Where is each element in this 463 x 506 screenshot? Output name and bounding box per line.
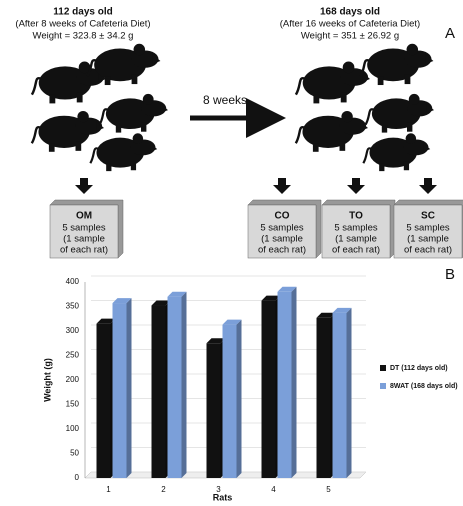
legend-label: 8WAT (168 days old) xyxy=(390,383,458,390)
box-line: of each rat) xyxy=(60,245,108,256)
arrow-down xyxy=(75,178,93,194)
x-tick-label: 3 xyxy=(216,485,221,494)
box-line: (1 sample xyxy=(261,234,303,245)
bar-side xyxy=(127,298,132,478)
box-line: of each rat) xyxy=(332,245,380,256)
arrow-down xyxy=(419,178,437,194)
legend-swatch xyxy=(380,365,386,371)
x-tick-label: 5 xyxy=(326,485,331,494)
arrow-label: 8 weeks xyxy=(203,93,247,107)
legend-swatch xyxy=(380,383,386,389)
box-line: (1 sample xyxy=(335,234,377,245)
box-line: of each rat) xyxy=(404,245,452,256)
box-code: OM xyxy=(76,211,92,222)
box-code: SC xyxy=(421,211,435,222)
y-tick-label: 50 xyxy=(70,449,79,458)
group-weight: Weight = 323.8 ± 34.2 g xyxy=(33,31,134,42)
y-tick-label: 200 xyxy=(66,375,80,384)
panel-label: B xyxy=(445,266,455,283)
bar xyxy=(317,318,331,478)
y-tick-label: 100 xyxy=(66,424,80,433)
box-line: 5 samples xyxy=(406,223,450,234)
bar xyxy=(207,343,221,478)
bar xyxy=(262,301,276,478)
bar xyxy=(113,303,127,478)
panel-label: A xyxy=(445,25,455,42)
bar xyxy=(168,297,182,478)
box-line: (1 sample xyxy=(407,234,449,245)
arrow-down xyxy=(347,178,365,194)
y-tick-label: 150 xyxy=(66,400,80,409)
group-subtitle: (After 16 weeks of Cafeteria Diet) xyxy=(280,19,420,30)
x-tick-label: 4 xyxy=(271,485,276,494)
group-weight: Weight = 351 ± 26.92 g xyxy=(301,31,399,42)
y-tick-label: 350 xyxy=(66,302,80,311)
bar-side xyxy=(347,308,352,478)
group-title: 112 days old xyxy=(53,7,112,18)
legend-label: DT (112 days old) xyxy=(390,365,448,372)
y-tick-label: 300 xyxy=(66,326,80,335)
y-tick-label: 400 xyxy=(66,277,80,286)
y-axis-title: Weight (g) xyxy=(42,358,52,402)
box-line: of each rat) xyxy=(258,245,306,256)
y-tick-label: 0 xyxy=(75,473,80,482)
bar xyxy=(97,324,111,478)
bar xyxy=(333,313,347,478)
box-line: 5 samples xyxy=(260,223,304,234)
box-code: TO xyxy=(349,211,363,222)
box-line: (1 sample xyxy=(63,234,105,245)
box-code: CO xyxy=(275,211,290,222)
bar xyxy=(223,325,237,478)
x-tick-label: 2 xyxy=(161,485,166,494)
x-tick-label: 1 xyxy=(106,485,111,494)
rats-right xyxy=(296,44,434,171)
bar-side xyxy=(237,320,242,478)
box-line: 5 samples xyxy=(62,223,106,234)
bar xyxy=(278,292,292,478)
figure: A 112 days old (After 8 weeks of Cafeter… xyxy=(0,0,463,506)
bar-side xyxy=(292,287,297,478)
bar-side xyxy=(182,292,187,478)
box-line: 5 samples xyxy=(334,223,378,234)
arrow-down xyxy=(273,178,291,194)
group-subtitle: (After 8 weeks of Cafeteria Diet) xyxy=(15,19,150,30)
y-tick-label: 250 xyxy=(66,351,80,360)
rats-left xyxy=(32,44,168,171)
bar xyxy=(152,306,166,478)
group-title: 168 days old xyxy=(320,7,380,18)
